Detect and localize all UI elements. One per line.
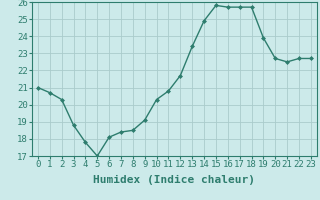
- X-axis label: Humidex (Indice chaleur): Humidex (Indice chaleur): [93, 175, 255, 185]
